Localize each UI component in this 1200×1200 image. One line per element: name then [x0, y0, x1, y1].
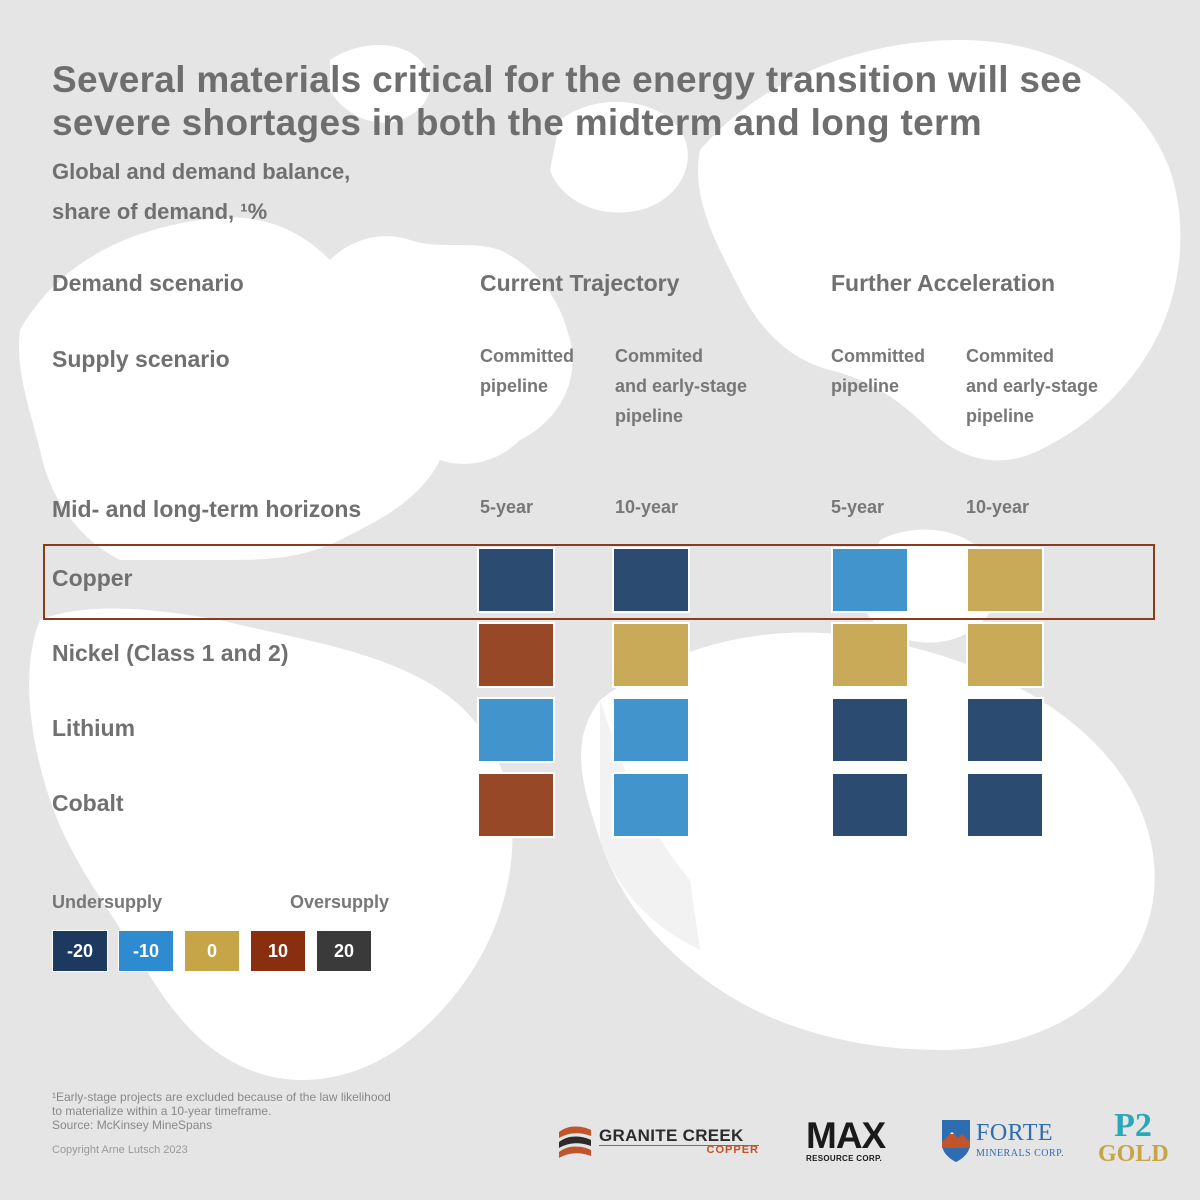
heatmap-cell — [831, 697, 909, 763]
supply-header-1-line: pipeline — [480, 376, 549, 396]
max-sub: RESOURCE CORP. — [806, 1154, 883, 1163]
supply-header-4-line: and early-stage — [966, 376, 1099, 396]
supply-header-3-line: pipeline — [831, 376, 900, 396]
forte-sub: MINERALS CORP. — [976, 1148, 1065, 1159]
horizon-header: 5-year — [831, 497, 885, 517]
heatmap-cell — [612, 772, 690, 838]
demand-scenario-label: Demand scenario — [52, 270, 244, 296]
supply-header-2-line: and early-stage — [615, 376, 748, 396]
heatmap-cell — [966, 772, 1044, 838]
legend-swatch: 20 — [316, 930, 372, 972]
legend-swatch: -20 — [52, 930, 108, 972]
legend-oversupply-label: Oversupply — [290, 892, 390, 912]
row-label-lithium: Lithium — [52, 715, 136, 741]
supply-header-4: Commited and early-stage pipeline — [966, 341, 1098, 431]
supply-header-4-line: pipeline — [966, 406, 1035, 426]
footnote: ¹Early-stage projects are excluded becau… — [52, 1090, 392, 1132]
horizon-header: 5-year — [480, 497, 534, 517]
legend-swatch: -10 — [118, 930, 174, 972]
horizon-header: 10-year — [615, 497, 679, 517]
granite-creek-logo: GRANITE CREEK COPPER — [555, 1122, 765, 1162]
heatmap-cell — [831, 547, 909, 613]
forte-name: FORTE — [976, 1120, 1054, 1146]
p2-sub: GOLD — [1098, 1141, 1169, 1167]
copyright: Copyright Arne Lutsch 2023 — [52, 1144, 188, 1156]
row-label-copper: Copper — [52, 565, 133, 591]
supply-scenario-label: Supply scenario — [52, 346, 230, 372]
p2-name: P2 — [1114, 1107, 1152, 1144]
granite-creek-mark-icon — [559, 1126, 591, 1158]
heatmap-cell — [966, 547, 1044, 613]
supply-header-3: Committed pipeline — [831, 341, 925, 401]
horizons-label: Mid- and long-term horizons — [52, 496, 362, 522]
granite-creek-name: GRANITE CREEK — [599, 1126, 744, 1145]
granite-creek-rule — [599, 1145, 759, 1146]
subtitle-line-1: Global and demand balance, — [52, 159, 351, 184]
heatmap-cell — [612, 622, 690, 688]
heatmap-cell — [477, 547, 555, 613]
heatmap-cell — [966, 697, 1044, 763]
heatmap-cell — [831, 772, 909, 838]
chart-subtitle: Global and demand balance, share of dema… — [52, 152, 350, 232]
legend-undersupply-label: Undersupply — [52, 892, 163, 912]
heatmap-cell — [477, 772, 555, 838]
demand-further-acceleration: Further Acceleration — [831, 270, 1056, 296]
source-text: Source: McKinsey MineSpans — [52, 1118, 213, 1132]
heatmap-cell — [612, 547, 690, 613]
row-label-nickel: Nickel (Class 1 and 2) — [52, 640, 289, 666]
max-name: MAX — [806, 1115, 886, 1156]
max-resource-logo: MAX RESOURCE CORP. — [806, 1115, 901, 1164]
supply-header-2-line: Commited — [615, 346, 704, 366]
heatmap-cell — [477, 697, 555, 763]
heatmap-cell — [612, 697, 690, 763]
copper-highlight-frame — [43, 544, 1155, 620]
forte-minerals-logo: FORTE MINERALS CORP. — [940, 1118, 1075, 1164]
horizon-header: 10-year — [966, 497, 1030, 517]
supply-header-2: Commited and early-stage pipeline — [615, 341, 747, 431]
supply-header-4-line: Commited — [966, 346, 1055, 366]
row-label-cobalt: Cobalt — [52, 790, 124, 816]
p2-gold-logo: P2 GOLD — [1098, 1107, 1169, 1167]
chart-title: Several materials critical for the energ… — [52, 59, 1083, 143]
supply-header-1-line: Committed — [480, 346, 574, 366]
heatmap-cell — [477, 622, 555, 688]
legend-swatch: 10 — [250, 930, 306, 972]
forte-shield-icon — [942, 1120, 970, 1162]
footnote-text: ¹Early-stage projects are excluded becau… — [52, 1090, 391, 1118]
legend-swatch: 0 — [184, 930, 240, 972]
supply-header-1: Committed pipeline — [480, 341, 574, 401]
demand-current-trajectory: Current Trajectory — [480, 270, 680, 296]
supply-header-2-line: pipeline — [615, 406, 684, 426]
heatmap-cell — [966, 622, 1044, 688]
supply-header-3-line: Committed — [831, 346, 925, 366]
heatmap-cell — [831, 622, 909, 688]
granite-creek-sub: COPPER — [706, 1144, 759, 1156]
subtitle-line-2: share of demand, ¹% — [52, 199, 268, 224]
